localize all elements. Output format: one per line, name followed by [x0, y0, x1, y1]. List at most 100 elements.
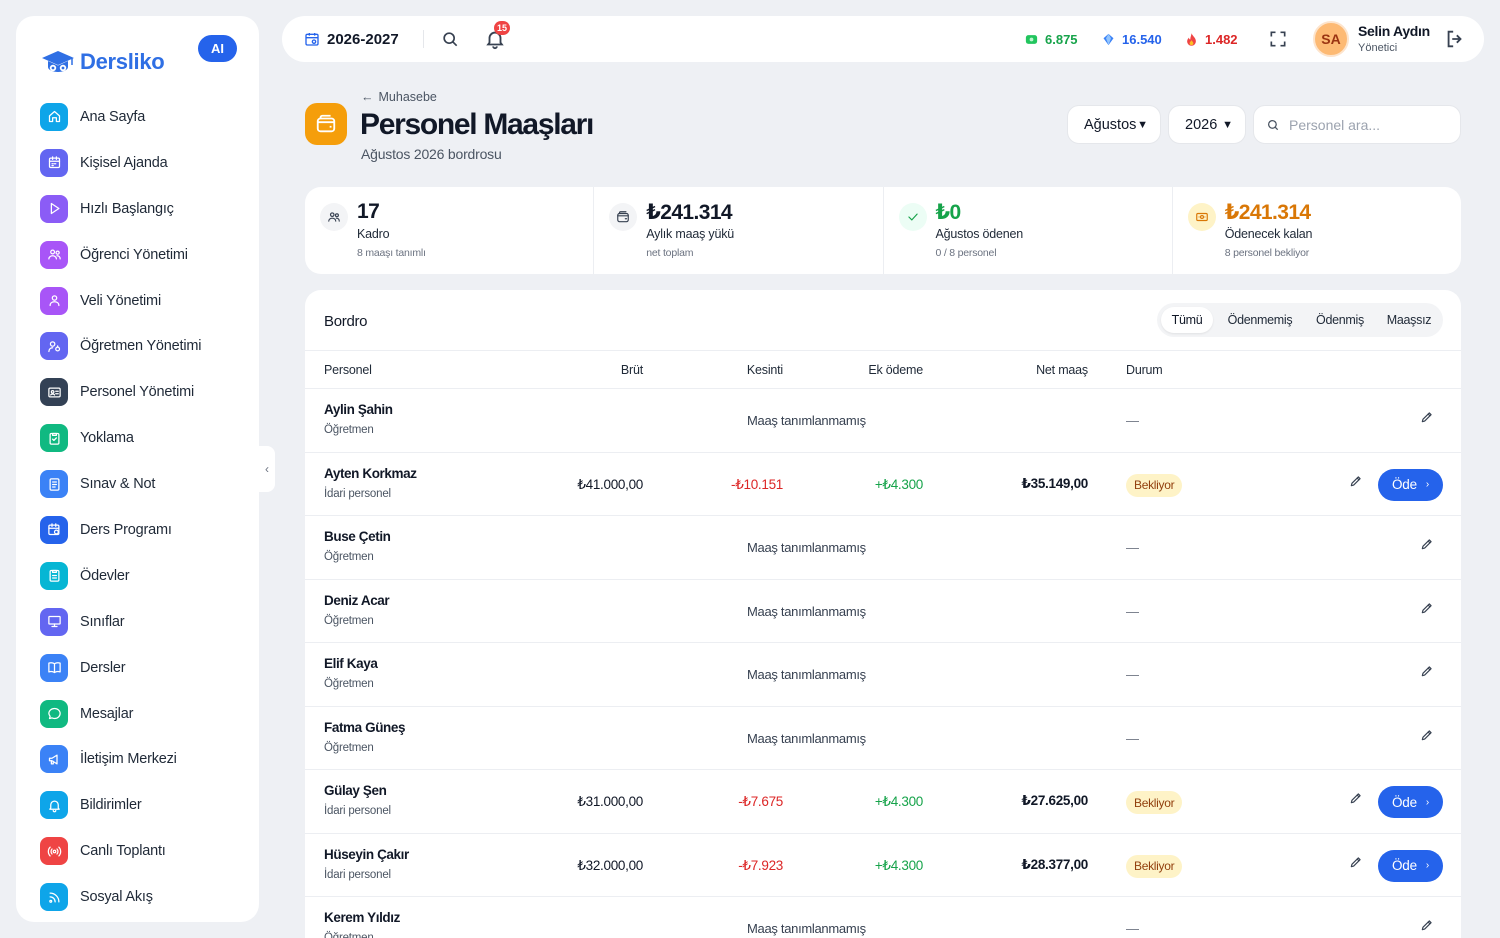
broadcast-icon [47, 846, 61, 857]
sidebar-nav: Ana Sayfa Kişisel Ajanda Hızlı Başlangıç… [40, 94, 240, 920]
filter-tab-unpaid[interactable]: Ödenmemiş [1227, 313, 1293, 327]
pencil-icon [1421, 920, 1432, 931]
id-card-icon [47, 387, 61, 398]
pay-button-label: Öde [1391, 794, 1417, 810]
nav-icon [40, 102, 68, 131]
table-header: Personel Brüt Kesinti Ek ödeme Net maaş … [305, 350, 1461, 389]
sidebar-item-18[interactable]: Sosyal Akış [40, 874, 240, 920]
pay-button[interactable]: Öde › [1378, 468, 1443, 501]
edit-button[interactable] [1420, 410, 1440, 430]
status-empty: — [1126, 667, 1139, 682]
calendar-icon [305, 33, 319, 46]
pencil-icon [1421, 666, 1432, 677]
sidebar-item-10[interactable]: Ders Programı [40, 507, 240, 553]
salary-unset-label: Maaş tanımlanmamış [747, 921, 866, 936]
edit-button[interactable] [1420, 537, 1440, 557]
nav-icon [40, 240, 68, 269]
sidebar-item-13[interactable]: Dersler [40, 645, 240, 691]
sidebar-item-9[interactable]: Sınav & Not [40, 461, 240, 507]
personnel-role: Öğretmen [324, 614, 374, 627]
edit-button[interactable] [1420, 728, 1440, 748]
sidebar-item-8[interactable]: Yoklama [40, 415, 240, 461]
gem-balance[interactable]: 16.540 [1101, 16, 1162, 62]
gross-salary: ₺31.000,00 [577, 794, 643, 809]
edit-button[interactable] [1420, 918, 1440, 938]
users-icon [47, 249, 61, 260]
status-badge: Bekliyor [1126, 473, 1183, 497]
sidebar-item-7[interactable]: Personel Yönetimi [40, 369, 240, 415]
cash-balance[interactable]: 6.875 [1024, 16, 1078, 62]
ai-assistant-button[interactable]: AI [198, 35, 237, 62]
sidebar-item-3[interactable]: Hızlı Başlangıç [40, 186, 240, 232]
pencil-icon [1421, 729, 1432, 740]
month-select[interactable]: Ağustos ▼ [1067, 105, 1161, 144]
user-role: Yönetici [1358, 42, 1398, 54]
personnel-name: Aylin Şahin [324, 402, 393, 417]
brand[interactable]: Dersliko [38, 42, 165, 82]
sidebar-item-label: Sınav & Not [80, 476, 156, 493]
header-status: Durum [1126, 363, 1163, 377]
streak-balance[interactable]: 1.482 [1184, 16, 1238, 62]
table-row: Fatma Güneş Öğretmen Maaş tanımlanmamış — [305, 707, 1461, 770]
sidebar-collapse-button[interactable]: ‹ [259, 446, 275, 492]
filter-tab-all[interactable]: Tümü [1161, 307, 1213, 333]
nav-icon [40, 791, 68, 820]
notification-count-badge: 15 [494, 21, 511, 35]
avatar[interactable]: SA [1313, 21, 1349, 57]
wallet-icon [316, 114, 336, 133]
salary-unset-label: Maaş tanımlanmamış [747, 603, 866, 619]
net-salary: ₺28.377,00 [1021, 856, 1089, 872]
sidebar-item-6[interactable]: Öğretmen Yönetimi [40, 323, 240, 369]
edit-button[interactable] [1349, 474, 1369, 494]
book-icon [47, 662, 61, 674]
stat-note: 8 personel bekliyor [1224, 247, 1310, 259]
pay-button[interactable]: Öde › [1378, 786, 1443, 818]
search-icon[interactable] [440, 29, 460, 49]
stat-card: ₺241.314 Ödenecek kalan 8 personel bekli… [1173, 187, 1461, 274]
year-select[interactable]: 2026 ▼ [1168, 105, 1246, 144]
sidebar-item-17[interactable]: Canlı Toplantı [40, 828, 240, 874]
personnel-search[interactable] [1253, 105, 1461, 144]
edit-button[interactable] [1349, 791, 1369, 811]
net-salary: ₺27.625,00 [1021, 793, 1089, 808]
status-empty: — [1126, 730, 1139, 746]
fullscreen-icon[interactable] [1268, 29, 1288, 49]
megaphone-icon [48, 754, 58, 765]
personnel-role: Öğretmen [324, 932, 374, 938]
pay-button[interactable]: Öde › [1378, 849, 1443, 882]
personnel-name: Kerem Yıldız [324, 910, 400, 925]
header-extra: Ek ödeme [868, 363, 923, 377]
sidebar-item-11[interactable]: Ödevler [40, 553, 240, 599]
breadcrumb[interactable]: ← Muhasebe [361, 90, 437, 104]
sidebar-item-4[interactable]: Öğrenci Yönetimi [40, 232, 240, 278]
sidebar-item-14[interactable]: Mesajlar [40, 691, 240, 737]
pencil-icon [1421, 412, 1432, 423]
edit-button[interactable] [1349, 855, 1369, 875]
flame-icon [1187, 32, 1196, 46]
nav-icon [40, 883, 68, 912]
academic-year-selector[interactable]: 2026-2027 [304, 16, 399, 62]
status-empty: — [1126, 540, 1139, 555]
personnel-name: Gülay Şen [324, 783, 387, 798]
sidebar-item-15[interactable]: İletişim Merkezi [40, 736, 240, 782]
personnel-name: Fatma Güneş [324, 719, 406, 735]
personnel-role: İdari personel [324, 487, 391, 500]
nav-icon [40, 378, 68, 407]
stat-value: ₺0 [935, 201, 962, 224]
sidebar-item-1[interactable]: Ana Sayfa [40, 94, 240, 140]
arrow-left-icon: ← [361, 90, 374, 104]
table-row: Hüseyin Çakır İdari personel ₺32.000,00 -… [305, 834, 1461, 897]
sidebar-item-12[interactable]: Sınıflar [40, 599, 240, 645]
edit-button[interactable] [1420, 664, 1440, 684]
topbar: 2026-2027 15 6.875 16.540 1.482 SA Selin… [282, 16, 1484, 62]
sidebar-item-5[interactable]: Veli Yönetimi [40, 278, 240, 324]
filter-tab-no-salary[interactable]: Maaşsız [1386, 313, 1432, 327]
pencil-icon [1421, 539, 1432, 550]
chevron-down-icon: ▼ [1222, 118, 1233, 131]
sidebar-item-2[interactable]: Kişisel Ajanda [40, 140, 240, 186]
sidebar-item-16[interactable]: Bildirimler [40, 782, 240, 828]
logout-icon[interactable] [1444, 28, 1466, 50]
edit-button[interactable] [1420, 601, 1440, 621]
personnel-search-input[interactable] [1289, 116, 1449, 133]
filter-tab-paid[interactable]: Ödenmiş [1316, 313, 1364, 327]
